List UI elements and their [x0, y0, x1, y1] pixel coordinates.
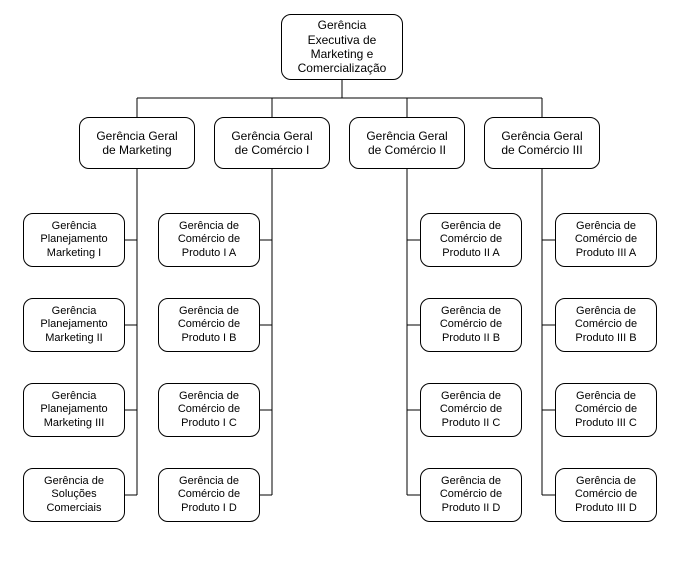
node-gerencia-geral-marketing: Gerência Geral de Marketing [79, 117, 195, 169]
node-gerencia-geral-comercio-i: Gerência Geral de Comércio I [214, 117, 330, 169]
node-g3d: Gerência de Comércio de Produto II D [420, 468, 522, 522]
node-g4b: Gerência de Comércio de Produto III B [555, 298, 657, 352]
node-g1a: Gerência Planejamento Marketing I [23, 213, 125, 267]
node-gerencia-geral-comercio-ii: Gerência Geral de Comércio II [349, 117, 465, 169]
node-g1d: Gerência de Soluções Comerciais [23, 468, 125, 522]
node-g2b: Gerência de Comércio de Produto I B [158, 298, 260, 352]
node-g4d: Gerência de Comércio de Produto III D [555, 468, 657, 522]
node-g1b: Gerência Planejamento Marketing II [23, 298, 125, 352]
node-root: Gerência Executiva de Marketing e Comerc… [281, 14, 403, 80]
node-g2c: Gerência de Comércio de Produto I C [158, 383, 260, 437]
node-g3a: Gerência de Comércio de Produto II A [420, 213, 522, 267]
node-g1c: Gerência Planejamento Marketing III [23, 383, 125, 437]
node-g2a: Gerência de Comércio de Produto I A [158, 213, 260, 267]
node-g2d: Gerência de Comércio de Produto I D [158, 468, 260, 522]
node-g4a: Gerência de Comércio de Produto III A [555, 213, 657, 267]
node-g3b: Gerência de Comércio de Produto II B [420, 298, 522, 352]
node-gerencia-geral-comercio-iii: Gerência Geral de Comércio III [484, 117, 600, 169]
node-g4c: Gerência de Comércio de Produto III C [555, 383, 657, 437]
node-g3c: Gerência de Comércio de Produto II C [420, 383, 522, 437]
